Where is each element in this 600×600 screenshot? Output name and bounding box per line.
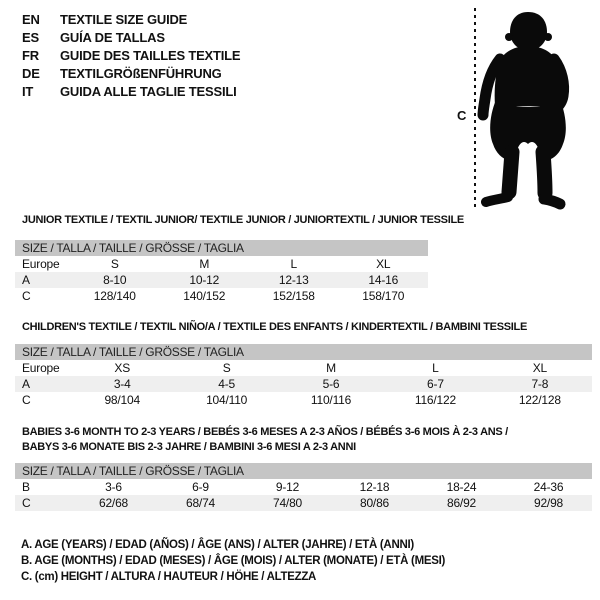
table-cell: XL bbox=[376, 257, 391, 271]
size-header-bar: SIZE / TALLA / TAILLE / GRÖSSE / TAGLIA bbox=[15, 463, 592, 479]
table-cell: 104/110 bbox=[206, 393, 248, 407]
table-row: Europe S M L XL bbox=[15, 256, 428, 272]
table-cell: 24-36 bbox=[533, 480, 564, 494]
table-cell: L bbox=[432, 361, 439, 375]
table-cell: 4-5 bbox=[218, 377, 235, 391]
language-title: TEXTILE SIZE GUIDE bbox=[60, 11, 188, 27]
table-cell: 152/158 bbox=[272, 289, 315, 303]
table-cell: 8-10 bbox=[103, 273, 127, 287]
table-cell: 12-13 bbox=[278, 273, 309, 287]
table-cell: 3-4 bbox=[113, 377, 131, 391]
row-label: Europe bbox=[22, 257, 60, 271]
table-cell: L bbox=[290, 257, 298, 271]
language-row-it: IT GUIDA ALLE TAGLIE TESSILI bbox=[22, 82, 240, 100]
table-cell: 128/140 bbox=[93, 289, 136, 303]
table-cell: 62/68 bbox=[98, 496, 129, 510]
table-cell: XS bbox=[114, 361, 130, 375]
table-cell: XL bbox=[532, 361, 547, 375]
table-title-line2: BABYS 3-6 MONATE BIS 2-3 JAHRE / BAMBINI… bbox=[22, 441, 356, 453]
table-row: B 3-6 6-9 9-12 12-18 18-24 24-36 bbox=[15, 479, 592, 495]
language-code: FR bbox=[22, 47, 39, 63]
table-cell: 5-6 bbox=[322, 377, 340, 391]
language-row-fr: FR GUIDE DES TAILLES TEXTILE bbox=[22, 46, 241, 64]
table-cell: 14-16 bbox=[368, 273, 399, 287]
language-code: ES bbox=[22, 29, 39, 45]
language-title: GUIDA ALLE TAGLIE TESSILI bbox=[60, 83, 237, 99]
table-cell: 140/152 bbox=[183, 289, 226, 303]
language-title: GUÍA DE TALLAS bbox=[60, 29, 165, 45]
table-cell: 18-24 bbox=[446, 480, 477, 494]
table-title: JUNIOR TEXTILE / TEXTIL JUNIOR/ TEXTILE … bbox=[22, 214, 464, 226]
table-cell: 7-8 bbox=[531, 377, 549, 391]
table-cell: 6-7 bbox=[427, 377, 444, 391]
table-cell: 86/92 bbox=[446, 496, 477, 510]
childrens-textile-table: CHILDREN'S TEXTILE / TEXTIL NIÑO/A / TEX… bbox=[15, 321, 592, 408]
row-label: A bbox=[22, 273, 30, 287]
row-label: Europe bbox=[22, 361, 60, 375]
footnote-a: A. AGE (YEARS) / EDAD (AÑOS) / ÂGE (ANS)… bbox=[21, 539, 414, 551]
language-row-de: DE TEXTILGRÖßENFÜHRUNG bbox=[22, 64, 240, 82]
table-cell: 9-12 bbox=[275, 480, 300, 494]
table-cell: 12-18 bbox=[359, 480, 390, 494]
junior-textile-table: JUNIOR TEXTILE / TEXTIL JUNIOR/ TEXTILE … bbox=[15, 214, 464, 304]
language-title: GUIDE DES TAILLES TEXTILE bbox=[60, 47, 241, 63]
table-cell: 92/98 bbox=[533, 496, 564, 510]
table-cell: S bbox=[110, 257, 119, 271]
table-cell: 80/86 bbox=[359, 496, 390, 510]
height-measure-label: C bbox=[457, 108, 467, 123]
size-header-bar: SIZE / TALLA / TAILLE / GRÖSSE / TAGLIA bbox=[15, 240, 428, 256]
language-code: EN bbox=[22, 11, 40, 27]
babies-textile-table: BABIES 3-6 MONTH TO 2-3 YEARS / BEBÉS 3-… bbox=[15, 425, 592, 511]
table-cell: 74/80 bbox=[272, 496, 303, 510]
table-row: C 62/68 68/74 74/80 80/86 86/92 92/98 bbox=[15, 495, 592, 511]
footnote-b: B. AGE (MONTHS) / EDAD (MESES) / ÂGE (MO… bbox=[21, 555, 446, 567]
language-code: DE bbox=[22, 65, 40, 81]
table-cell: 98/104 bbox=[104, 393, 140, 407]
table-title: CHILDREN'S TEXTILE / TEXTIL NIÑO/A / TEX… bbox=[22, 321, 527, 333]
table-cell: 3-6 bbox=[105, 480, 122, 494]
table-cell: M bbox=[326, 361, 336, 375]
language-list: EN TEXTILE SIZE GUIDE ES GUÍA DE TALLAS … bbox=[22, 10, 241, 100]
language-code: IT bbox=[22, 83, 34, 99]
row-label: A bbox=[22, 377, 30, 391]
table-cell: 110/116 bbox=[310, 393, 352, 407]
table-row: A 3-4 4-5 5-6 6-7 7-8 bbox=[15, 376, 592, 392]
table-cell: 122/128 bbox=[518, 393, 561, 407]
row-label: B bbox=[22, 480, 30, 494]
table-cell: 158/170 bbox=[362, 289, 405, 303]
language-row-es: ES GUÍA DE TALLAS bbox=[22, 28, 240, 46]
footnote-c: C. (cm) HEIGHT / ALTURA / HAUTEUR / HÖHE… bbox=[21, 571, 317, 583]
table-row: C 98/104 104/110 110/116 116/122 122/128 bbox=[15, 392, 592, 408]
row-label: C bbox=[22, 289, 31, 303]
table-cell: 10-12 bbox=[189, 273, 220, 287]
table-cell: 68/74 bbox=[185, 496, 216, 510]
size-header-bar: SIZE / TALLA / TAILLE / GRÖSSE / TAGLIA bbox=[15, 344, 592, 360]
table-cell: 6-9 bbox=[192, 480, 209, 494]
table-cell: M bbox=[199, 257, 210, 271]
table-row: Europe XS S M L XL bbox=[15, 360, 592, 376]
row-label: C bbox=[22, 393, 31, 407]
language-title: TEXTILGRÖßENFÜHRUNG bbox=[60, 65, 222, 81]
table-row: C 128/140 140/152 152/158 158/170 bbox=[15, 288, 428, 304]
baby-silhouette-shape bbox=[477, 12, 570, 210]
table-cell: S bbox=[222, 361, 231, 375]
footnotes: A. AGE (YEARS) / EDAD (AÑOS) / ÂGE (ANS)… bbox=[21, 538, 445, 586]
baby-silhouette bbox=[474, 8, 570, 210]
table-row: A 8-10 10-12 12-13 14-16 bbox=[15, 272, 428, 288]
row-label: C bbox=[22, 496, 31, 510]
language-row-en: EN TEXTILE SIZE GUIDE bbox=[22, 10, 240, 28]
table-title-line1: BABIES 3-6 MONTH TO 2-3 YEARS / BEBÉS 3-… bbox=[22, 426, 508, 438]
table-cell: 116/122 bbox=[414, 393, 456, 407]
